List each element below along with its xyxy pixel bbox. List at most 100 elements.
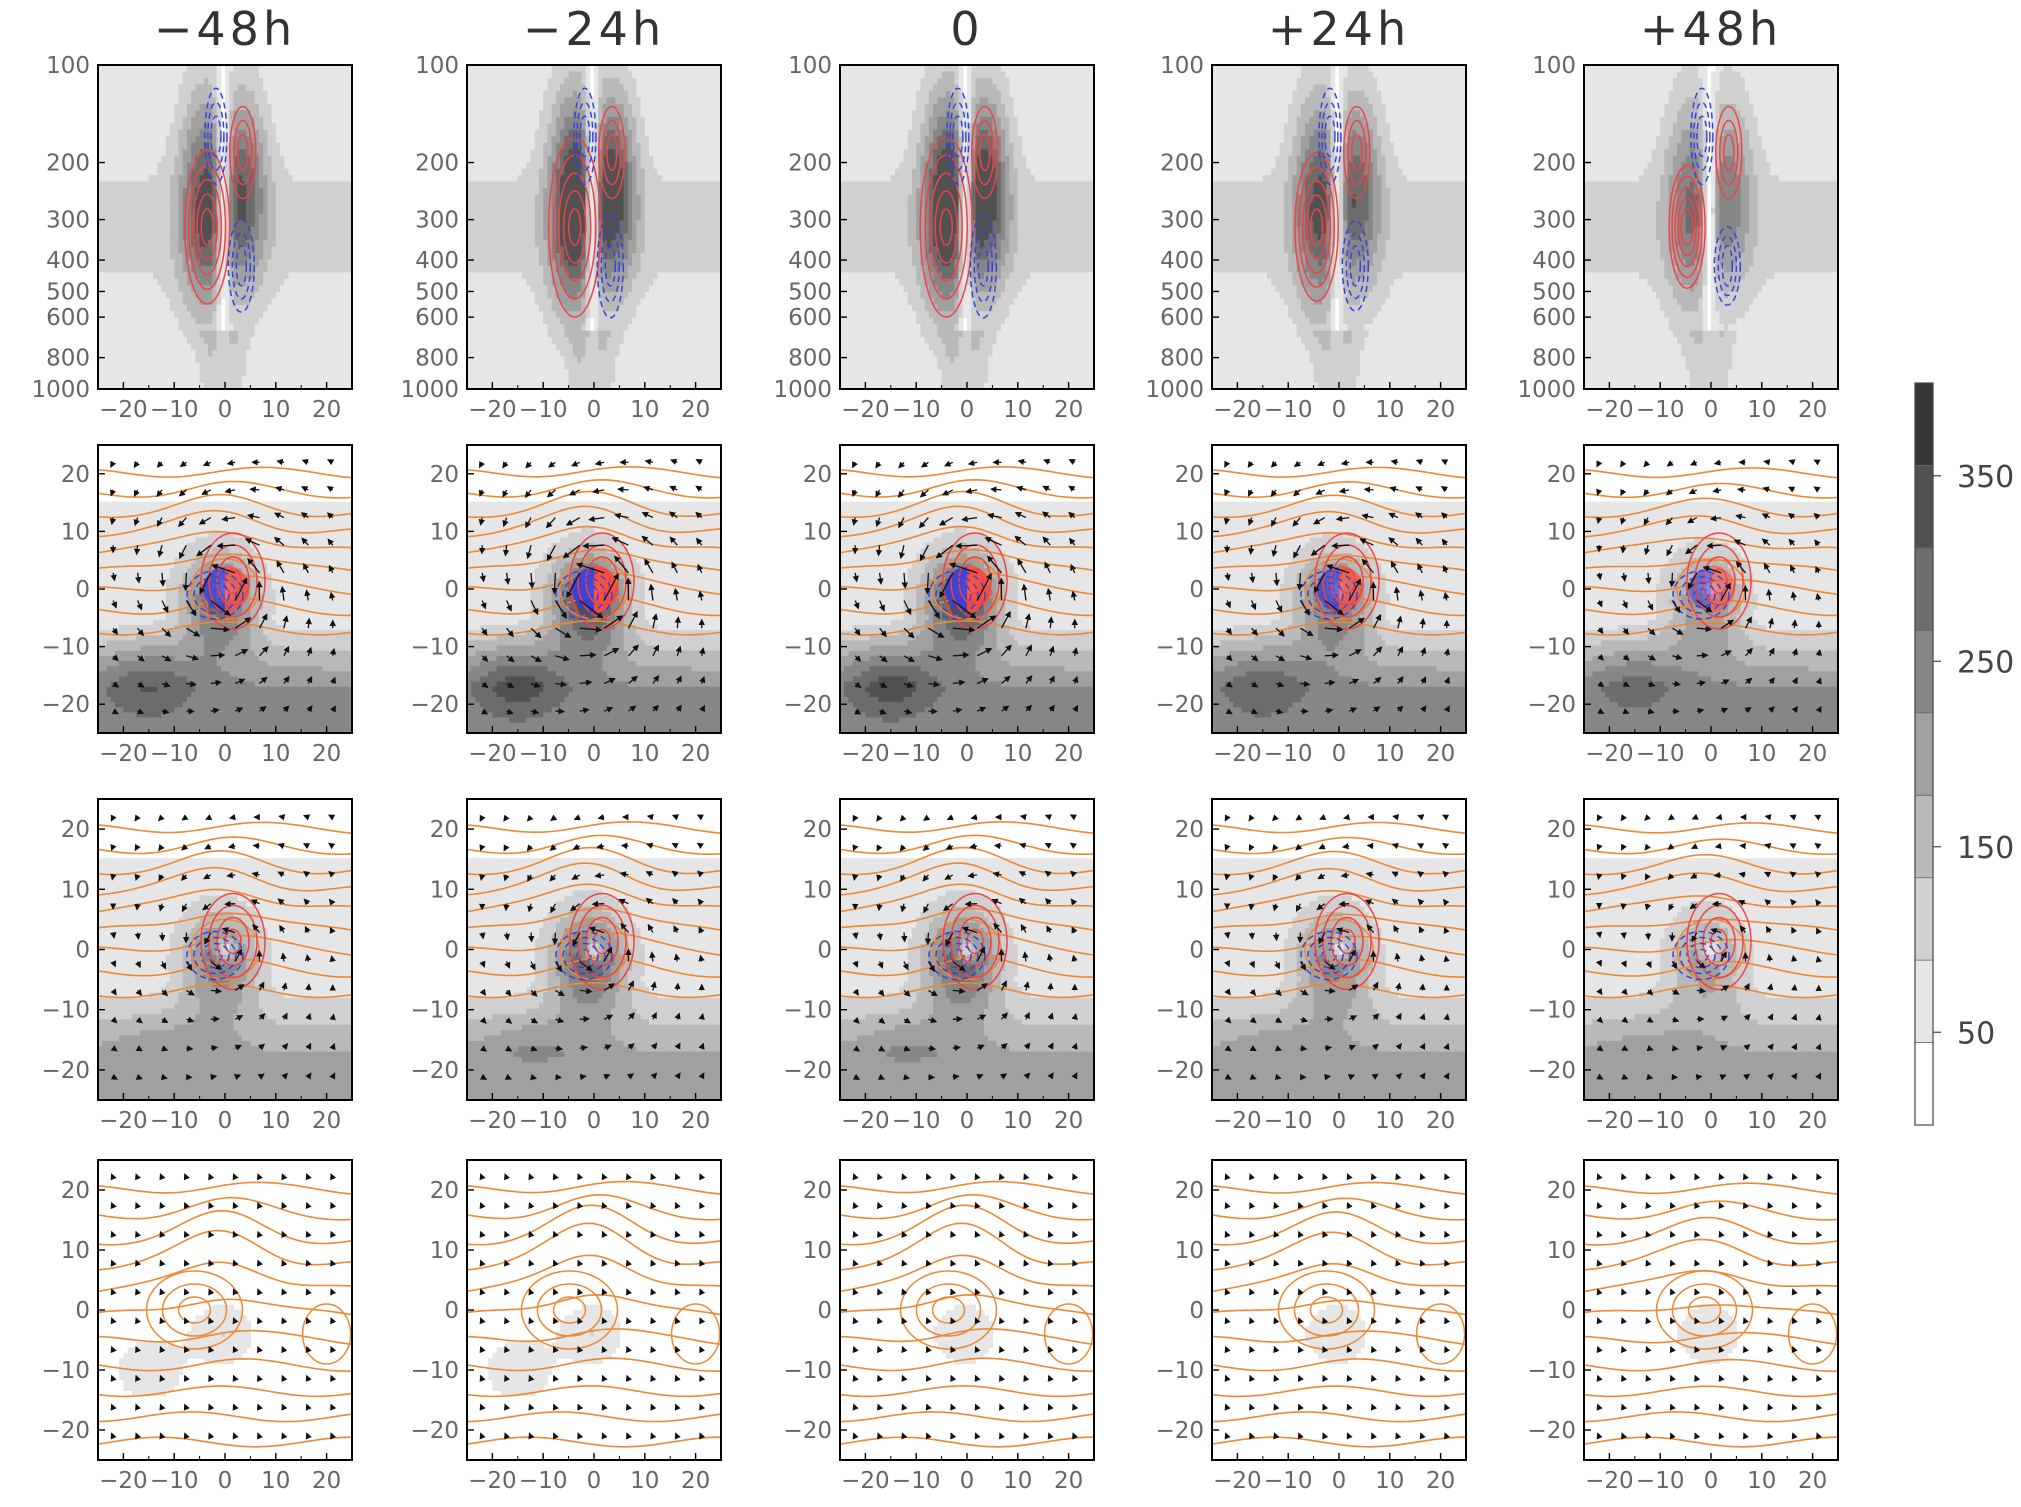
shading-cell xyxy=(225,97,230,104)
shading-cell xyxy=(301,130,306,137)
shading-cell xyxy=(149,331,154,338)
shading-cell xyxy=(111,285,116,292)
shading-cell xyxy=(293,240,298,247)
shading-cell xyxy=(314,221,319,228)
shading-cell xyxy=(297,214,302,221)
shading-cell xyxy=(250,195,255,202)
shading-cell xyxy=(233,65,238,72)
shading-cell xyxy=(157,246,162,253)
shading-cell xyxy=(174,292,179,299)
shading-cell xyxy=(128,331,133,338)
shading-cell xyxy=(318,318,323,325)
shading-cell xyxy=(339,331,344,338)
shading-cell xyxy=(106,149,111,156)
shading-cell xyxy=(280,71,285,78)
shading-cell xyxy=(145,162,150,169)
shading-cell xyxy=(276,292,281,299)
shading-cell xyxy=(187,344,192,351)
shading-cell xyxy=(250,279,255,286)
shading-cell xyxy=(157,169,162,176)
shading-cell xyxy=(344,305,349,312)
shading-cell xyxy=(115,279,120,286)
shading-cell xyxy=(267,71,272,78)
shading-cell xyxy=(119,65,124,72)
shading-cell xyxy=(106,130,111,137)
shading-cell xyxy=(145,331,150,338)
shading-cell xyxy=(153,285,158,292)
shading-cell xyxy=(289,246,294,253)
shading-cell xyxy=(115,65,120,72)
shading-cell xyxy=(259,169,264,176)
shading-cell xyxy=(170,285,175,292)
shading-cell xyxy=(293,104,298,111)
shading-cell xyxy=(246,65,251,72)
shading-cell xyxy=(200,324,205,331)
shading-cell xyxy=(289,285,294,292)
shading-cell xyxy=(289,266,294,273)
shading-cell xyxy=(123,91,128,98)
shading-cell xyxy=(293,337,298,344)
shading-cell xyxy=(322,65,327,72)
shading-cell xyxy=(289,169,294,176)
shading-cell xyxy=(267,149,272,156)
shading-cell xyxy=(259,130,264,137)
shading-cell xyxy=(119,149,124,156)
shading-cell xyxy=(284,266,289,273)
shading-cell xyxy=(111,279,116,286)
shading-cell xyxy=(178,91,183,98)
shading-cell xyxy=(140,305,145,312)
shading-cell xyxy=(102,104,107,111)
shading-cell xyxy=(178,350,183,357)
shading-cell xyxy=(208,97,213,104)
shading-cell xyxy=(305,337,310,344)
shading-cell xyxy=(106,91,111,98)
shading-cell xyxy=(145,221,150,228)
shading-cell xyxy=(233,201,238,208)
shading-cell xyxy=(200,331,205,338)
shading-cell xyxy=(119,201,124,208)
shading-cell xyxy=(259,324,264,331)
shading-cell xyxy=(322,246,327,253)
shading-cell xyxy=(170,221,175,228)
shading-cell xyxy=(200,104,205,111)
shading-cell xyxy=(322,331,327,338)
shading-cell xyxy=(128,266,133,273)
shading-cell xyxy=(344,182,349,189)
shading-cell xyxy=(327,259,332,266)
column-title: −48h xyxy=(154,2,296,56)
shading-cell xyxy=(305,117,310,124)
shading-cell xyxy=(187,130,192,137)
shading-cell xyxy=(119,318,124,325)
shading-cell xyxy=(170,208,175,215)
shading-cell xyxy=(297,324,302,331)
shading-cell xyxy=(233,71,238,78)
shading-cell xyxy=(157,331,162,338)
shading-cell xyxy=(208,318,213,325)
shading-cell xyxy=(289,182,294,189)
shading-cell xyxy=(233,318,238,325)
shading-cell xyxy=(111,130,116,137)
shading-cell xyxy=(174,201,179,208)
shading-cell xyxy=(162,104,167,111)
shading-cell xyxy=(267,344,272,351)
shading-cell xyxy=(128,253,133,260)
shading-cell xyxy=(225,305,230,312)
shading-cell xyxy=(331,305,336,312)
shading-cell xyxy=(331,91,336,98)
shading-cell xyxy=(225,311,230,318)
shading-cell xyxy=(195,104,200,111)
shading-cell xyxy=(204,344,209,351)
shading-cell xyxy=(132,214,137,221)
shading-cell xyxy=(162,221,167,228)
shading-cell xyxy=(174,331,179,338)
shading-cell xyxy=(119,279,124,286)
shading-cell xyxy=(145,272,150,279)
shading-cell xyxy=(166,65,171,72)
shading-cell xyxy=(229,324,234,331)
shading-cell xyxy=(195,91,200,98)
shading-cell xyxy=(128,130,133,137)
shading-cell xyxy=(217,65,222,72)
shading-cell xyxy=(250,78,255,85)
shading-cell xyxy=(242,156,247,163)
shading-cell xyxy=(170,104,175,111)
